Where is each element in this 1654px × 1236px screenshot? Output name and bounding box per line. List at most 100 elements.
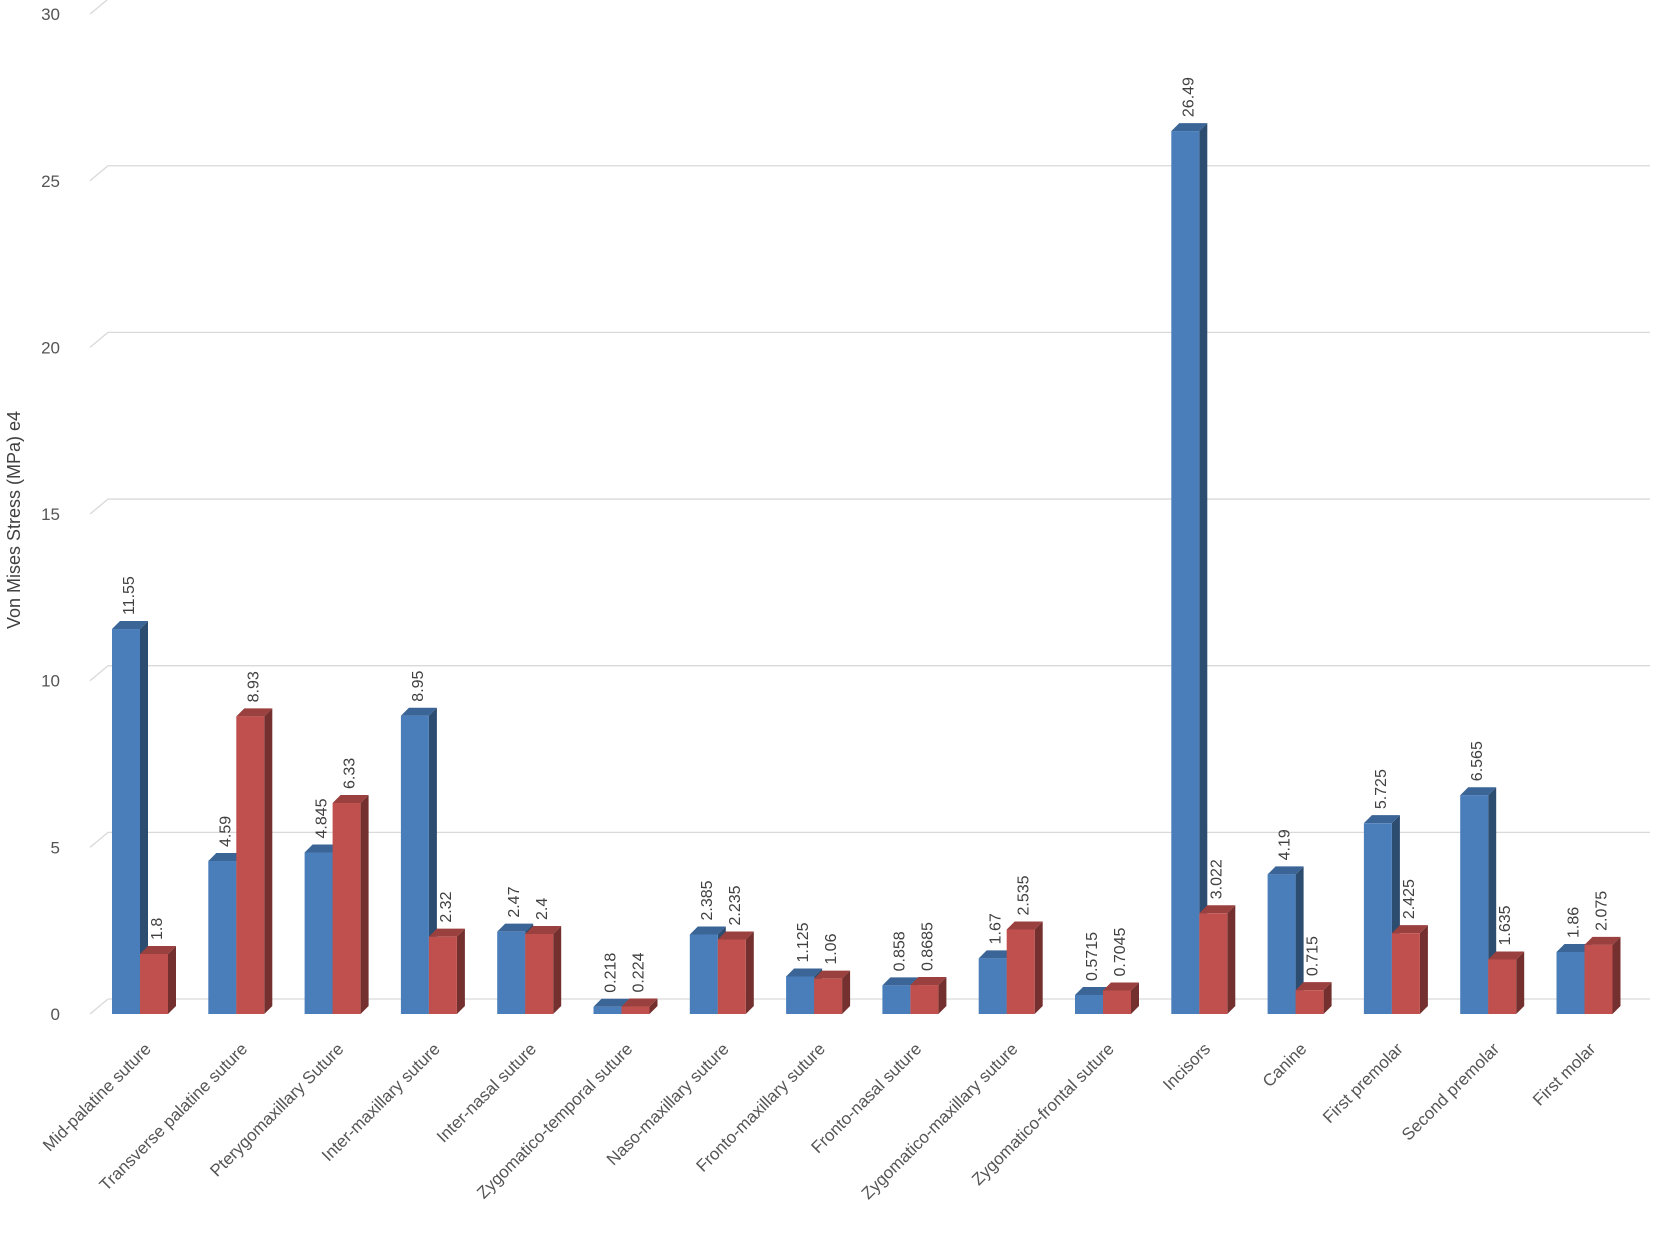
bar-side <box>553 926 562 1014</box>
bar-side <box>1419 925 1428 1014</box>
bar <box>1199 905 1236 1014</box>
bar-front <box>593 1006 622 1014</box>
bar-front <box>1075 994 1103 1014</box>
bar-front <box>1103 990 1131 1014</box>
bar-front <box>1171 131 1200 1014</box>
data-label: 0.715 <box>1305 936 1322 976</box>
data-label: 8.95 <box>410 670 427 701</box>
bar-top <box>525 926 562 935</box>
data-label: 1.06 <box>823 933 840 964</box>
bar-top <box>428 928 465 937</box>
data-label: 1.8 <box>149 918 166 940</box>
bar-front <box>208 861 237 1014</box>
y-axis-title: Von Mises Stress (MPa) e4 <box>4 411 24 629</box>
x-category-label: Second premolar <box>1398 1039 1503 1144</box>
data-label: 6.33 <box>342 758 359 789</box>
data-label: 4.845 <box>314 798 331 838</box>
bar-front <box>236 716 265 1014</box>
bar <box>814 970 851 1014</box>
x-category-label: Zygomatico-temporal suture <box>473 1039 636 1202</box>
data-label: 2.425 <box>1401 879 1418 919</box>
bar-front <box>428 936 457 1014</box>
x-category-label: Inter-nasal suture <box>433 1039 540 1146</box>
bar <box>428 928 465 1014</box>
bar-side <box>1516 951 1525 1014</box>
y-tick-label: 5 <box>51 838 60 857</box>
bar-top <box>112 621 148 630</box>
data-label: 0.7045 <box>1112 927 1129 976</box>
data-label: 0.8685 <box>919 922 936 971</box>
data-label: 4.59 <box>217 816 234 847</box>
bar-side <box>1034 921 1043 1014</box>
data-label: 2.47 <box>506 886 523 917</box>
data-label: 2.235 <box>727 885 744 925</box>
bar-side <box>140 621 148 1014</box>
x-category-label: Incisors <box>1159 1039 1214 1094</box>
data-label: 2.535 <box>1016 875 1033 915</box>
bar-side <box>1612 936 1621 1014</box>
bar <box>1171 123 1208 1014</box>
bar-front <box>689 934 718 1014</box>
bar-top <box>1584 936 1621 945</box>
y-axis-ticks: 0 5 10 15 20 25 30 <box>41 5 60 1024</box>
bar <box>1006 921 1043 1014</box>
bar-side <box>168 946 176 1014</box>
bar-side <box>1199 123 1208 1014</box>
bar-front <box>525 934 554 1014</box>
data-label: 0.218 <box>603 953 620 993</box>
data-label: 26.49 <box>1180 77 1197 117</box>
y-tick-label: 20 <box>41 338 60 357</box>
bar-side <box>1323 982 1332 1014</box>
bar-top <box>140 946 176 955</box>
bar <box>1584 936 1621 1014</box>
bar-front <box>497 931 526 1014</box>
y-tick-label: 0 <box>51 1005 60 1024</box>
bar-top <box>978 950 1015 959</box>
data-label: 1.67 <box>988 913 1005 944</box>
bar <box>140 946 176 1014</box>
bar <box>1488 951 1525 1014</box>
data-label: 2.32 <box>438 891 455 922</box>
bar <box>525 926 562 1014</box>
data-label: 6.565 <box>1469 741 1486 781</box>
bar-front <box>400 715 429 1014</box>
bar-front <box>814 978 843 1014</box>
bar-front <box>1460 795 1489 1014</box>
bar-side <box>264 708 273 1014</box>
x-category-label: Canine <box>1259 1039 1311 1091</box>
bar-top <box>1295 982 1332 991</box>
bar-top <box>786 968 823 977</box>
gridline-diag-5 <box>89 831 109 848</box>
data-label: 1.86 <box>1566 907 1583 938</box>
bar <box>112 621 148 1014</box>
bar-top <box>910 977 947 986</box>
bar-top <box>1363 815 1400 824</box>
bar-side <box>649 998 658 1014</box>
gridline-diag-25 <box>89 165 109 182</box>
bar-top <box>1556 944 1593 953</box>
bar-top <box>208 853 245 862</box>
bar-front <box>621 1006 650 1014</box>
bar-top <box>593 998 630 1007</box>
data-label: 2.075 <box>1594 891 1611 931</box>
bar-top <box>1103 982 1139 991</box>
bar-front <box>786 976 815 1014</box>
bar-top <box>1199 905 1236 914</box>
bar <box>332 795 369 1014</box>
bar-front <box>978 958 1007 1014</box>
bar-top <box>1488 951 1525 960</box>
data-label: 1.125 <box>795 922 812 962</box>
bar-side <box>360 795 369 1014</box>
data-label: 2.4 <box>534 898 551 920</box>
bar-top <box>1460 787 1497 796</box>
bar-front <box>304 852 333 1014</box>
gridline-diag-15 <box>89 498 109 515</box>
bar <box>910 977 947 1014</box>
bar-top <box>332 795 369 804</box>
bar-front <box>717 939 746 1014</box>
bar-front <box>112 629 140 1014</box>
bar <box>717 931 754 1014</box>
y-tick-label: 15 <box>41 505 60 524</box>
bar-front <box>1584 944 1613 1014</box>
